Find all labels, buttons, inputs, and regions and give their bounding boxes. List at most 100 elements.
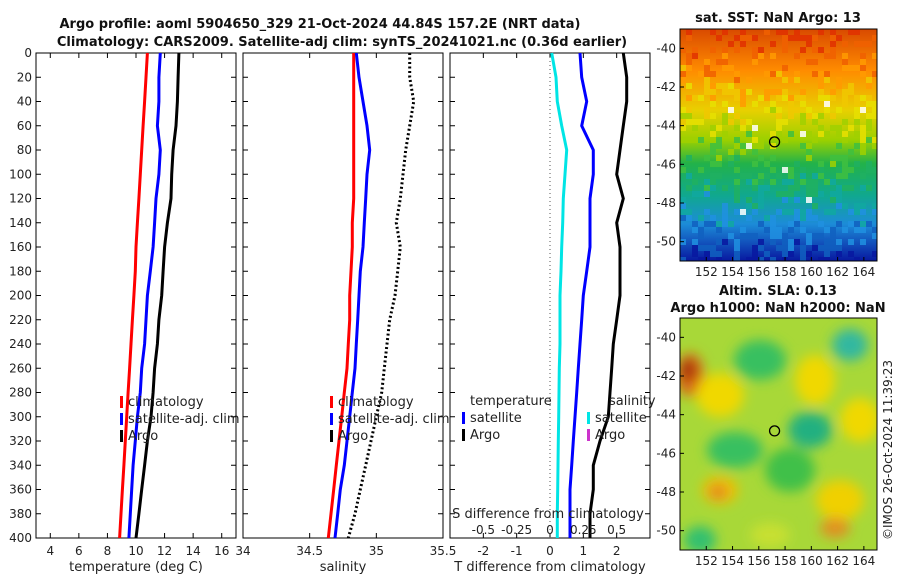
sst-pixel xyxy=(770,53,776,59)
sst-pixel xyxy=(830,245,836,251)
sst-pixel xyxy=(872,233,877,239)
sst-pixel xyxy=(776,89,782,95)
sst-pixel xyxy=(746,215,752,221)
sst-pixel xyxy=(698,257,704,261)
sst-pixel xyxy=(854,203,860,209)
sst-pixel xyxy=(848,149,854,155)
y-tick-label: 180 xyxy=(9,264,32,278)
top-tick-label: 0.5 xyxy=(607,523,626,537)
x-tick-label: 10 xyxy=(128,544,143,558)
sst-pixel xyxy=(782,95,788,101)
sst-pixel xyxy=(866,83,872,89)
map-x-tick-label: 164 xyxy=(852,265,875,279)
map-x-tick-label: 164 xyxy=(852,554,875,568)
sst-pixel xyxy=(818,29,824,35)
argo-location-marker xyxy=(768,136,781,148)
sst-pixel xyxy=(824,95,830,101)
sst-pixel xyxy=(782,89,788,95)
sst-pixel xyxy=(686,173,692,179)
sst-pixel xyxy=(734,89,740,95)
sst-pixel xyxy=(794,35,800,41)
sst-pixel xyxy=(686,83,692,89)
sst-pixel xyxy=(830,233,836,239)
sst-pixel xyxy=(812,203,818,209)
sst-pixel xyxy=(782,233,788,239)
sst-pixel xyxy=(776,125,782,131)
sst-pixel xyxy=(764,185,770,191)
sst-pixel xyxy=(836,131,842,137)
sst-pixel xyxy=(716,35,722,41)
sst-pixel xyxy=(836,191,842,197)
sst-pixel xyxy=(716,125,722,131)
top-tick-label: 0 xyxy=(546,523,554,537)
y-tick-label: 40 xyxy=(17,95,32,109)
x-tick-label: 4 xyxy=(46,544,54,558)
sst-pixel xyxy=(776,29,782,35)
sst-pixel xyxy=(770,41,776,47)
sst-pixel xyxy=(716,83,722,89)
sst-pixel xyxy=(788,173,794,179)
sst-pixel xyxy=(770,101,776,107)
sst-pixel xyxy=(842,167,848,173)
sst-pixel xyxy=(788,251,794,257)
sst-pixel xyxy=(866,221,872,227)
sst-pixel xyxy=(704,107,710,113)
sst-pixel xyxy=(770,89,776,95)
y-tick-label: 280 xyxy=(9,386,32,400)
sst-pixel xyxy=(812,191,818,197)
sst-pixel xyxy=(710,173,716,179)
sst-pixel xyxy=(872,137,877,143)
sst-pixel xyxy=(680,119,686,125)
sst-pixel xyxy=(770,221,776,227)
sst-pixel xyxy=(764,95,770,101)
sst-pixel xyxy=(704,185,710,191)
sst-pixel xyxy=(872,167,877,173)
sst-pixel xyxy=(770,215,776,221)
map-y-tick-label: -40 xyxy=(656,41,676,55)
sst-pixel xyxy=(842,53,848,59)
sst-pixel xyxy=(788,239,794,245)
sst-pixel xyxy=(746,197,752,203)
sst-pixel xyxy=(836,143,842,149)
sst-pixel xyxy=(752,209,758,215)
sst-pixel xyxy=(746,143,752,149)
sst-pixel xyxy=(788,131,794,137)
sst-pixel xyxy=(776,71,782,77)
sst-pixel xyxy=(854,161,860,167)
map-x-tick-label: 154 xyxy=(721,265,744,279)
sst-pixel xyxy=(710,185,716,191)
sst-pixel xyxy=(764,227,770,233)
sst-pixel xyxy=(740,143,746,149)
x-tick-label: 34 xyxy=(235,544,250,558)
sst-pixel xyxy=(782,77,788,83)
sst-pixel xyxy=(806,143,812,149)
sst-pixel xyxy=(710,101,716,107)
y-tick-label: 200 xyxy=(9,289,32,303)
sst-pixel xyxy=(770,227,776,233)
x-tick-label: -1 xyxy=(511,544,523,558)
x-tick-label: 12 xyxy=(157,544,172,558)
sst-pixel xyxy=(824,71,830,77)
sst-pixel xyxy=(728,161,734,167)
sst-pixel xyxy=(842,155,848,161)
legend-label: satellite-adj. clim xyxy=(338,412,450,427)
sst-pixel xyxy=(866,125,872,131)
sst-pixel xyxy=(770,107,776,113)
sst-pixel xyxy=(812,173,818,179)
sst-pixel xyxy=(692,251,698,257)
y-tick-label: 400 xyxy=(9,531,32,545)
sst-pixel xyxy=(806,41,812,47)
sst-pixel xyxy=(746,203,752,209)
sst-pixel xyxy=(842,173,848,179)
sst-pixel xyxy=(716,161,722,167)
sla-map-title-line1: Altim. SLA: 0.13 xyxy=(719,284,837,299)
sst-pixel xyxy=(800,101,806,107)
sst-pixel xyxy=(872,107,877,113)
sst-pixel xyxy=(836,185,842,191)
sst-pixel xyxy=(686,215,692,221)
sst-pixel xyxy=(806,191,812,197)
x-tick-label: 16 xyxy=(214,544,229,558)
sst-pixel xyxy=(728,107,734,113)
y-tick-label: 220 xyxy=(9,313,32,327)
sst-pixel xyxy=(770,257,776,261)
